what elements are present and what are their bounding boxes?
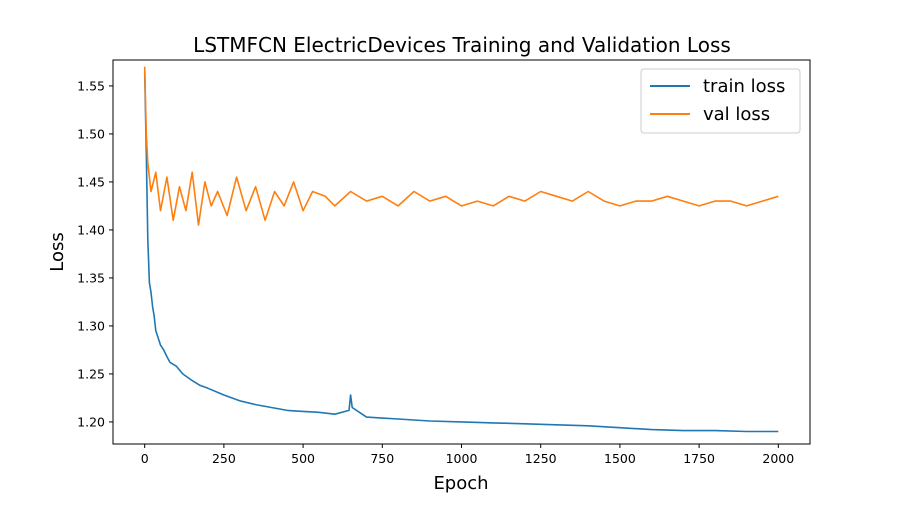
x-tick-label: 2000: [762, 451, 794, 466]
legend-label-train-loss: train loss: [703, 76, 785, 97]
x-tick-label: 250: [212, 451, 236, 466]
legend: train loss val loss: [640, 68, 801, 134]
x-tick-label: 0: [141, 451, 149, 466]
x-axis-label: Epoch: [433, 473, 488, 494]
legend-label-val-loss: val loss: [703, 104, 770, 125]
series-line-train-loss: [143, 71, 779, 433]
y-tick-label: 1.20: [77, 414, 105, 429]
y-tick-label: 1.45: [77, 174, 105, 189]
chart-title: LSTMFCN ElectricDevices Training and Val…: [193, 33, 731, 57]
y-tick-label: 1.35: [77, 270, 105, 285]
y-axis-label: Loss: [47, 232, 68, 271]
y-tick-label: 1.25: [77, 366, 105, 381]
y-tick-label: 1.30: [77, 318, 105, 333]
y-tick-label: 1.50: [77, 126, 105, 141]
x-tick-label: 1250: [525, 451, 557, 466]
y-tick-label: 1.55: [77, 78, 105, 93]
x-tick-label: 500: [291, 451, 315, 466]
x-tick-label: 1500: [604, 451, 636, 466]
series-layer: [143, 66, 779, 433]
x-tick-label: 1000: [446, 451, 478, 466]
x-axis-ticks: 0 250 500 750 1000 1250 1500 1750 2000: [141, 444, 794, 466]
y-tick-label: 1.40: [77, 222, 105, 237]
x-tick-label: 1750: [683, 451, 715, 466]
series-line-val-loss: [143, 66, 779, 226]
y-axis-ticks: 1.20 1.25 1.30 1.35 1.40 1.45 1.50 1.55: [77, 78, 113, 429]
x-tick-label: 750: [370, 451, 394, 466]
